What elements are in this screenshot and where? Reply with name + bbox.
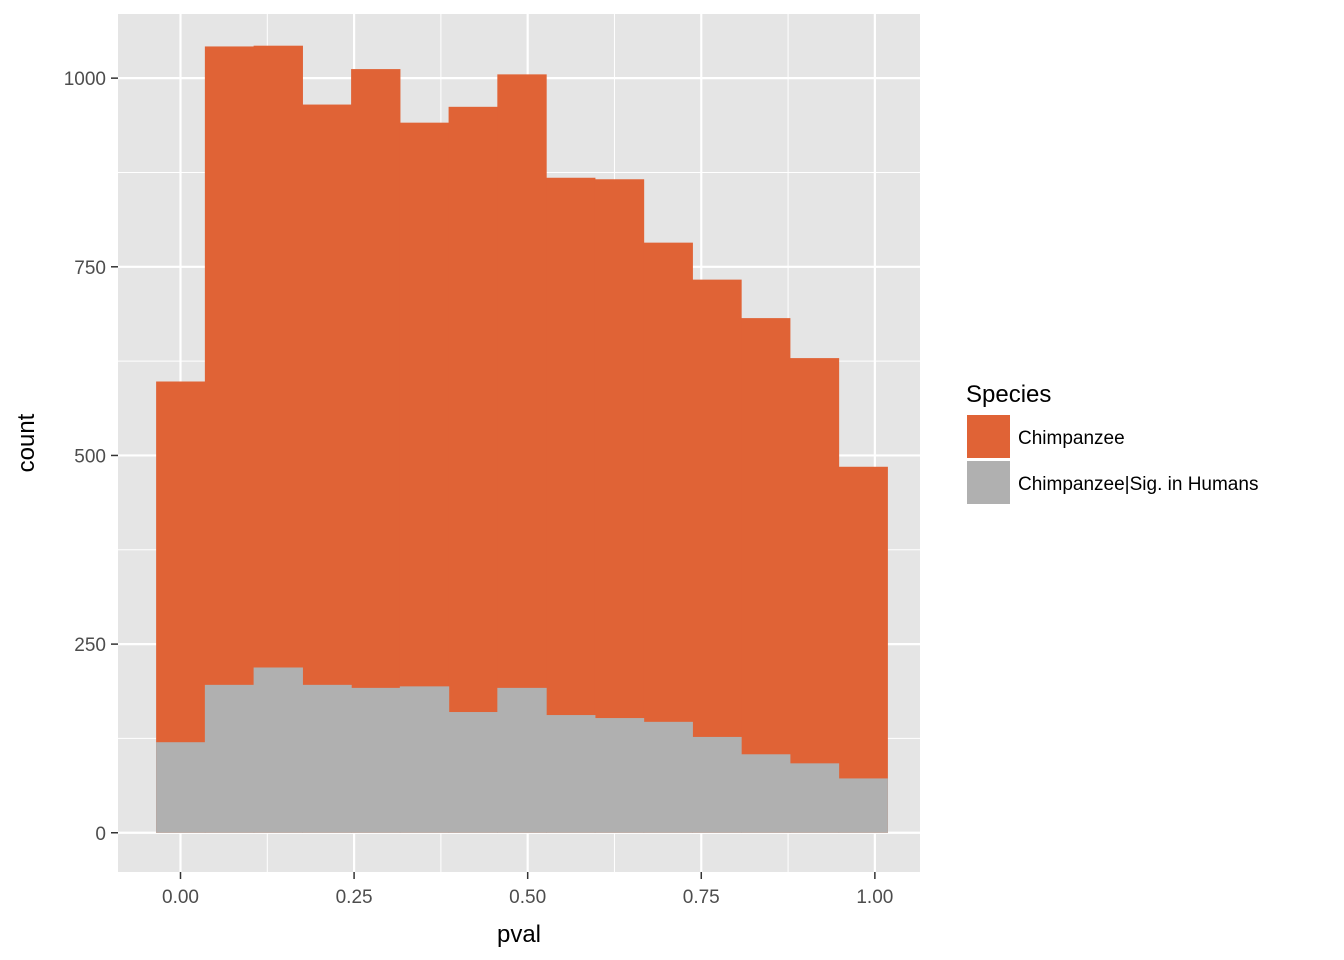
bar-chimpanzee-sig-in-humans (399, 686, 450, 833)
x-tick-label: 1.00 (856, 887, 893, 908)
bar-chimpanzee-sig-in-humans (204, 684, 255, 833)
bar-chimpanzee (838, 466, 888, 833)
y-tick-label: 250 (74, 635, 106, 656)
bar-chimpanzee-sig-in-humans (253, 667, 303, 833)
legend-label-chimpanzee: Chimpanzee (1018, 428, 1125, 449)
bar-chimpanzee-sig-in-humans (789, 763, 840, 833)
x-axis-title: pval (497, 921, 541, 948)
legend-key-chimpanzee-sig-in-humans (967, 461, 1010, 504)
bar-chimpanzee-sig-in-humans (594, 718, 645, 833)
y-tick-label: 750 (74, 258, 106, 279)
bar-chimpanzee-sig-in-humans (838, 778, 888, 833)
bar-chimpanzee-sig-in-humans (741, 754, 791, 833)
bar-chimpanzee-sig-in-humans (156, 742, 206, 833)
y-tick-label: 0 (95, 824, 106, 845)
bar-chimpanzee (789, 358, 840, 833)
x-tick-label: 0.50 (509, 887, 546, 908)
x-tick-label: 0.25 (336, 887, 373, 908)
bar-chimpanzee (741, 318, 791, 833)
bar-chimpanzee-sig-in-humans (692, 736, 742, 833)
y-tick-label: 1000 (64, 69, 106, 90)
legend: Species Chimpanzee Chimpanzee|Sig. in Hu… (966, 381, 1258, 504)
y-axis: 0 250 500 750 1000 (64, 69, 118, 845)
x-tick-label: 0.75 (683, 887, 720, 908)
bar-chimpanzee-sig-in-humans (302, 684, 352, 833)
bar-chimpanzee-sig-in-humans (497, 687, 547, 833)
x-axis: 0.00 0.25 0.50 0.75 1.00 (162, 872, 893, 908)
bar-chimpanzee-sig-in-humans (643, 721, 693, 833)
legend-title: Species (966, 381, 1051, 408)
bar-chimpanzee-sig-in-humans (448, 712, 498, 833)
x-tick-label: 0.00 (162, 887, 199, 908)
y-axis-title: count (13, 413, 40, 472)
bar-chimpanzee (448, 106, 498, 833)
legend-key-chimpanzee (967, 415, 1010, 458)
bar-chimpanzee-sig-in-humans (546, 715, 596, 833)
legend-label-chimpanzee-sig-in-humans: Chimpanzee|Sig. in Humans (1018, 474, 1258, 495)
bar-chimpanzee-sig-in-humans (351, 687, 401, 833)
y-tick-label: 500 (74, 446, 106, 467)
histogram-bars (156, 45, 888, 833)
